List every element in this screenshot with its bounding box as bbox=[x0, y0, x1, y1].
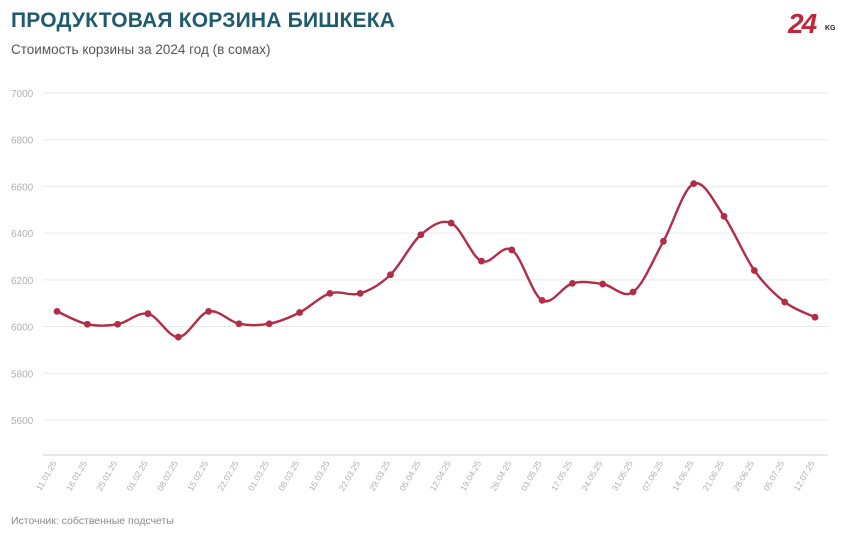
data-point bbox=[750, 267, 758, 274]
data-point bbox=[781, 298, 789, 306]
x-axis-ticks: 11.01.25 18.01.25 25.01.25 01.02.25 08.02.25… bbox=[34, 459, 817, 493]
logo-number: 24 bbox=[788, 8, 817, 39]
x-tick-label: 15.03.25 bbox=[306, 459, 331, 493]
data-point bbox=[296, 309, 303, 316]
x-tick-label: 05.04.25 bbox=[397, 459, 422, 493]
x-tick-label: 22.02.25 bbox=[215, 459, 240, 493]
data-point bbox=[114, 320, 122, 328]
x-tick-label: 15.02.25 bbox=[185, 459, 210, 493]
chart-title: ПРОДУКТОВАЯ КОРЗИНА БИШКЕКА bbox=[11, 9, 396, 32]
x-tick-label: 14.06.25 bbox=[670, 459, 695, 493]
x-tick-label: 03.05.25 bbox=[519, 459, 544, 493]
x-tick-label: 07.06.25 bbox=[640, 459, 665, 493]
brand-logo: 24 KG bbox=[788, 8, 836, 42]
series-line bbox=[55, 182, 817, 339]
data-point bbox=[417, 231, 425, 239]
data-point bbox=[569, 279, 576, 287]
data-point bbox=[174, 333, 182, 341]
data-point bbox=[356, 289, 364, 297]
data-point bbox=[205, 307, 213, 315]
x-tick-label: 08.02.25 bbox=[155, 459, 180, 493]
y-tick-label: 5600 bbox=[11, 416, 34, 427]
x-tick-label: 17.05.25 bbox=[549, 459, 574, 493]
y-axis-ticks: 5600 5800 6000 6200 6400 6600 6800 7000 bbox=[11, 89, 34, 427]
y-tick-label: 5800 bbox=[11, 369, 34, 380]
data-point bbox=[53, 307, 61, 315]
data-point bbox=[83, 320, 91, 328]
data-point bbox=[508, 246, 516, 254]
series-points bbox=[53, 180, 819, 341]
x-tick-label: 01.03.25 bbox=[246, 459, 271, 493]
source-note: Источник: собственные подсчеты bbox=[11, 515, 174, 527]
x-tick-label: 22.03.25 bbox=[337, 459, 362, 493]
x-tick-label: 25.01.25 bbox=[94, 459, 119, 493]
grid-lines bbox=[43, 92, 828, 421]
data-point bbox=[690, 180, 698, 188]
x-tick-label: 05.07.25 bbox=[761, 459, 786, 493]
x-tick-label: 21.06.25 bbox=[701, 459, 726, 493]
data-point bbox=[629, 288, 637, 296]
data-point bbox=[447, 219, 455, 227]
x-tick-label: 29.03.25 bbox=[367, 459, 392, 493]
x-tick-label: 12.07.25 bbox=[792, 459, 817, 493]
chart-subtitle: Стоимость корзины за 2024 год (в сомах) bbox=[11, 42, 271, 57]
data-point bbox=[811, 313, 819, 321]
x-tick-label: 12.04.25 bbox=[428, 459, 453, 493]
data-point bbox=[478, 257, 485, 265]
x-tick-label: 19.04.25 bbox=[458, 459, 483, 493]
y-tick-label: 6200 bbox=[11, 276, 34, 287]
data-point bbox=[538, 296, 546, 304]
y-tick-label: 6400 bbox=[11, 229, 34, 240]
y-tick-label: 6600 bbox=[11, 182, 34, 193]
data-point bbox=[387, 271, 394, 279]
y-tick-label: 7000 bbox=[11, 89, 34, 100]
x-tick-label: 26.04.25 bbox=[488, 459, 513, 493]
data-point bbox=[660, 237, 667, 245]
y-tick-label: 6800 bbox=[11, 136, 34, 147]
x-tick-label: 01.02.25 bbox=[124, 459, 149, 493]
x-tick-label: 18.01.25 bbox=[64, 459, 89, 493]
data-point bbox=[265, 320, 273, 328]
x-tick-label: 28.06.25 bbox=[731, 459, 756, 493]
data-point bbox=[326, 289, 334, 297]
x-tick-label: 11.01.25 bbox=[34, 459, 59, 492]
x-tick-label: 31.05.25 bbox=[610, 459, 635, 493]
data-point bbox=[144, 310, 152, 318]
data-point bbox=[720, 212, 728, 220]
x-tick-label: 08.03.25 bbox=[276, 459, 301, 493]
x-tick-label: 24.05.25 bbox=[579, 459, 604, 493]
data-point bbox=[599, 280, 607, 288]
data-point bbox=[235, 320, 243, 328]
logo-suffix: KG bbox=[825, 25, 836, 32]
y-tick-label: 6000 bbox=[11, 323, 34, 334]
